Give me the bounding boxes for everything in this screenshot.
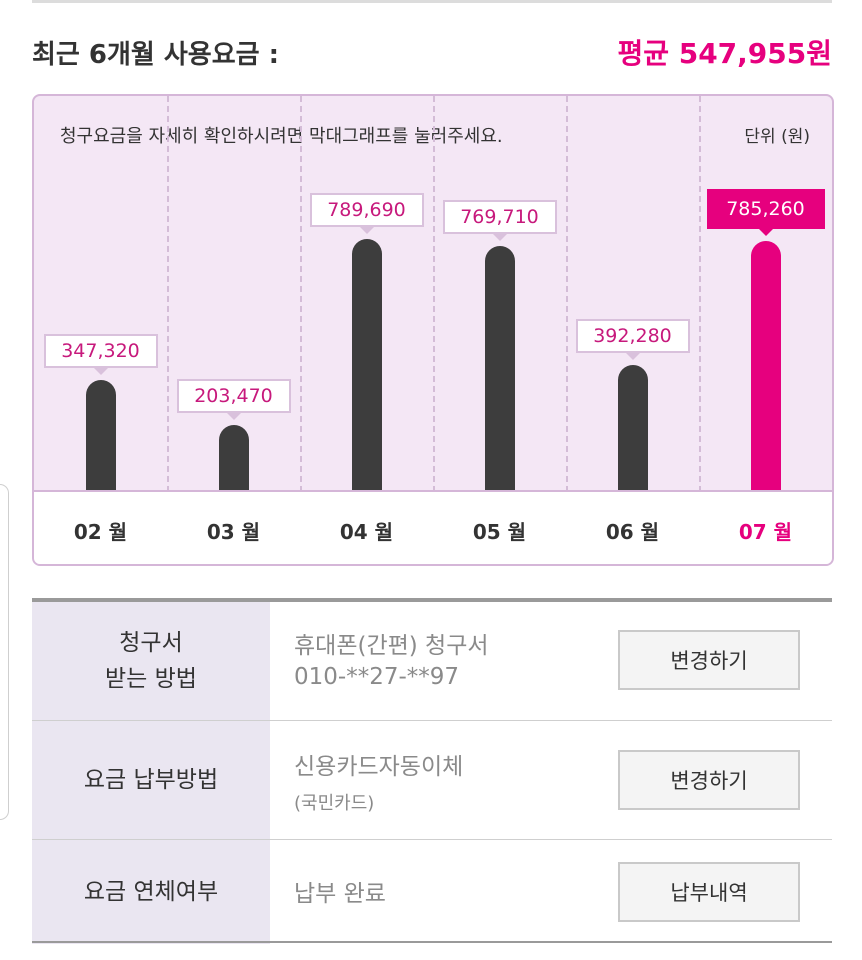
overdue-status-label: 요금 연체여부 (32, 840, 270, 944)
month-label[interactable]: 04 월 (339, 520, 394, 544)
month-axis: 02 월 03 월 04 월 05 월 06 월 07 월 (34, 490, 832, 564)
month-label[interactable]: 05 월 (472, 520, 527, 544)
average-charge: 평균 547,955원 (617, 37, 832, 70)
payment-method-row: 요금 납부방법 신용카드자동이체 (국민카드) 변경하기 (32, 721, 832, 840)
bar-02월[interactable] (85, 379, 116, 490)
billing-method-label-line2: 받는 방법 (105, 666, 197, 692)
change-payment-method-button[interactable]: 변경하기 (618, 750, 800, 810)
payment-history-button[interactable]: 납부내역 (618, 862, 800, 922)
billing-info-table: 청구서 받는 방법 휴대폰(간편) 청구서 010-**27-**97 변경하기… (32, 598, 832, 944)
chart-hint: 청구요금을 자세히 확인하시려면 막대그래프를 눌러주세요. (60, 126, 503, 147)
value-label: 392,280 (575, 319, 690, 361)
bottom-divider (32, 941, 832, 943)
column-divider (566, 96, 568, 562)
month-label[interactable]: 07 월 (738, 520, 793, 544)
side-drawer-handle[interactable] (0, 484, 9, 820)
top-divider (32, 0, 832, 3)
change-billing-method-button[interactable]: 변경하기 (618, 630, 800, 690)
value-label: 347,320 (43, 333, 158, 375)
billing-method-label: 청구서 받는 방법 (32, 602, 270, 720)
payment-method-value: 신용카드자동이체 (294, 754, 464, 780)
value-label: 769,710 (442, 199, 557, 241)
column-divider (167, 96, 169, 562)
usage-bar-chart: 청구요금을 자세히 확인하시려면 막대그래프를 눌러주세요. 단위 (원) 34… (32, 94, 834, 566)
column-divider (433, 96, 435, 562)
billing-method-label-line1: 청구서 (119, 630, 183, 656)
billing-method-row: 청구서 받는 방법 휴대폰(간편) 청구서 010-**27-**97 변경하기 (32, 602, 832, 721)
value-label: 785,260 (706, 188, 825, 236)
value-label: 203,470 (176, 379, 291, 421)
overdue-status-row: 요금 연체여부 납부 완료 납부내역 (32, 840, 832, 944)
month-label[interactable]: 03 월 (206, 520, 261, 544)
billing-phone-number: 010-**27-**97 (294, 664, 460, 690)
payment-method-label: 요금 납부방법 (32, 721, 270, 839)
column-divider (300, 96, 302, 562)
chart-unit: 단위 (원) (744, 127, 810, 147)
bar-05월[interactable] (484, 245, 515, 490)
payment-card-name: (국민카드) (294, 793, 375, 814)
month-label[interactable]: 02 월 (73, 520, 128, 544)
usage-header: 최근 6개월 사용요금 : 평균 547,955원 (32, 30, 832, 74)
bar-04월[interactable] (351, 239, 382, 490)
usage-title: 최근 6개월 사용요금 : (32, 40, 280, 70)
bar-06월[interactable] (617, 365, 648, 490)
billing-method-value: 휴대폰(간편) 청구서 (294, 633, 489, 659)
overdue-status-value: 납부 완료 (294, 881, 386, 907)
month-label[interactable]: 06 월 (605, 520, 660, 544)
column-divider (699, 96, 701, 562)
value-label: 789,690 (309, 193, 424, 235)
bar-07월[interactable] (750, 240, 781, 490)
bar-03월[interactable] (218, 425, 249, 490)
